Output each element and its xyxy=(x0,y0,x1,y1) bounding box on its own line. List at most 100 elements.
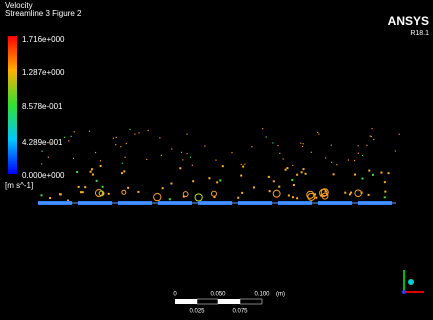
particle xyxy=(288,194,290,196)
particle xyxy=(354,160,355,161)
particle xyxy=(302,146,303,147)
particle xyxy=(113,138,114,139)
scale-bar xyxy=(175,299,262,304)
particle xyxy=(76,171,78,173)
particle xyxy=(120,146,121,147)
particle xyxy=(296,174,298,176)
particle xyxy=(78,186,80,188)
particle xyxy=(291,179,293,181)
particle xyxy=(148,130,149,131)
particle xyxy=(305,173,307,175)
logo: ANSYS xyxy=(388,14,429,28)
triad-sphere xyxy=(408,279,414,285)
particle xyxy=(370,135,371,136)
particle xyxy=(278,186,280,188)
particle xyxy=(362,155,363,156)
legend-label: 8.578e-001 xyxy=(22,102,63,111)
particle xyxy=(240,175,242,177)
particle xyxy=(325,157,326,158)
particle xyxy=(179,167,181,169)
particle xyxy=(331,162,332,163)
particle xyxy=(134,134,135,135)
particle xyxy=(272,142,273,143)
particle xyxy=(344,192,346,194)
particle xyxy=(242,166,244,168)
particle xyxy=(358,145,359,146)
particle xyxy=(138,132,139,133)
particle xyxy=(292,196,294,198)
subtitle: Streamline 3 Figure 2 xyxy=(5,9,82,18)
particle xyxy=(303,143,304,144)
particle xyxy=(253,186,255,188)
particle xyxy=(84,186,86,188)
particle xyxy=(204,146,205,147)
color-bar xyxy=(8,36,17,174)
particle xyxy=(170,183,172,185)
particle xyxy=(219,179,221,181)
particle xyxy=(190,157,191,158)
particle xyxy=(286,167,288,169)
particle xyxy=(303,168,305,170)
legend-unit: [m s^-1] xyxy=(5,181,33,190)
scale-segment xyxy=(240,299,262,304)
page: Velocity Streamline 3 Figure 2 [m s^-1] … xyxy=(0,0,433,320)
particle xyxy=(129,129,130,130)
legend-label: 0.000e+000 xyxy=(22,171,65,180)
particle xyxy=(187,153,188,154)
particle xyxy=(231,152,232,153)
scale-label: 0.025 xyxy=(189,309,205,315)
particle xyxy=(279,153,280,154)
particle xyxy=(277,145,278,146)
particle xyxy=(181,152,182,153)
particle xyxy=(241,192,243,194)
particle xyxy=(283,158,284,159)
particle xyxy=(266,136,267,137)
particle xyxy=(251,146,252,147)
particle xyxy=(91,168,93,170)
particle xyxy=(89,131,90,132)
particle xyxy=(123,170,125,172)
particle xyxy=(399,134,400,135)
particle xyxy=(293,184,295,186)
particle xyxy=(366,145,367,146)
particle xyxy=(384,196,386,198)
particle xyxy=(273,180,275,182)
particle xyxy=(127,187,129,189)
particle xyxy=(372,174,374,176)
particle xyxy=(315,197,317,199)
particle xyxy=(371,136,372,137)
particle xyxy=(192,180,194,182)
particle xyxy=(125,157,126,158)
particle xyxy=(59,193,61,195)
particle xyxy=(241,164,242,165)
z-axis-dot xyxy=(402,290,406,294)
particle xyxy=(285,169,287,171)
particle xyxy=(300,143,301,144)
particle xyxy=(333,173,335,175)
legend-label: 4.289e-001 xyxy=(22,138,63,147)
particle xyxy=(349,193,351,195)
scale-label: 0.075 xyxy=(232,309,248,315)
particle xyxy=(100,160,101,161)
particle xyxy=(317,132,318,133)
particle xyxy=(49,197,51,199)
particle xyxy=(146,159,147,160)
particle xyxy=(108,193,110,195)
particle xyxy=(102,186,104,188)
legend-label: 1.716e+000 xyxy=(22,35,65,44)
particle xyxy=(73,158,74,159)
particle xyxy=(208,177,210,179)
scale-segment xyxy=(197,299,218,304)
particle xyxy=(387,172,389,174)
particle xyxy=(350,192,352,194)
particle xyxy=(331,145,332,146)
particle xyxy=(126,143,127,144)
particle xyxy=(116,137,117,138)
particle xyxy=(161,155,162,156)
particle xyxy=(162,187,164,189)
particle xyxy=(192,165,193,166)
particle xyxy=(169,198,171,200)
particle xyxy=(71,136,72,137)
particle xyxy=(296,197,298,199)
particle xyxy=(171,148,172,149)
